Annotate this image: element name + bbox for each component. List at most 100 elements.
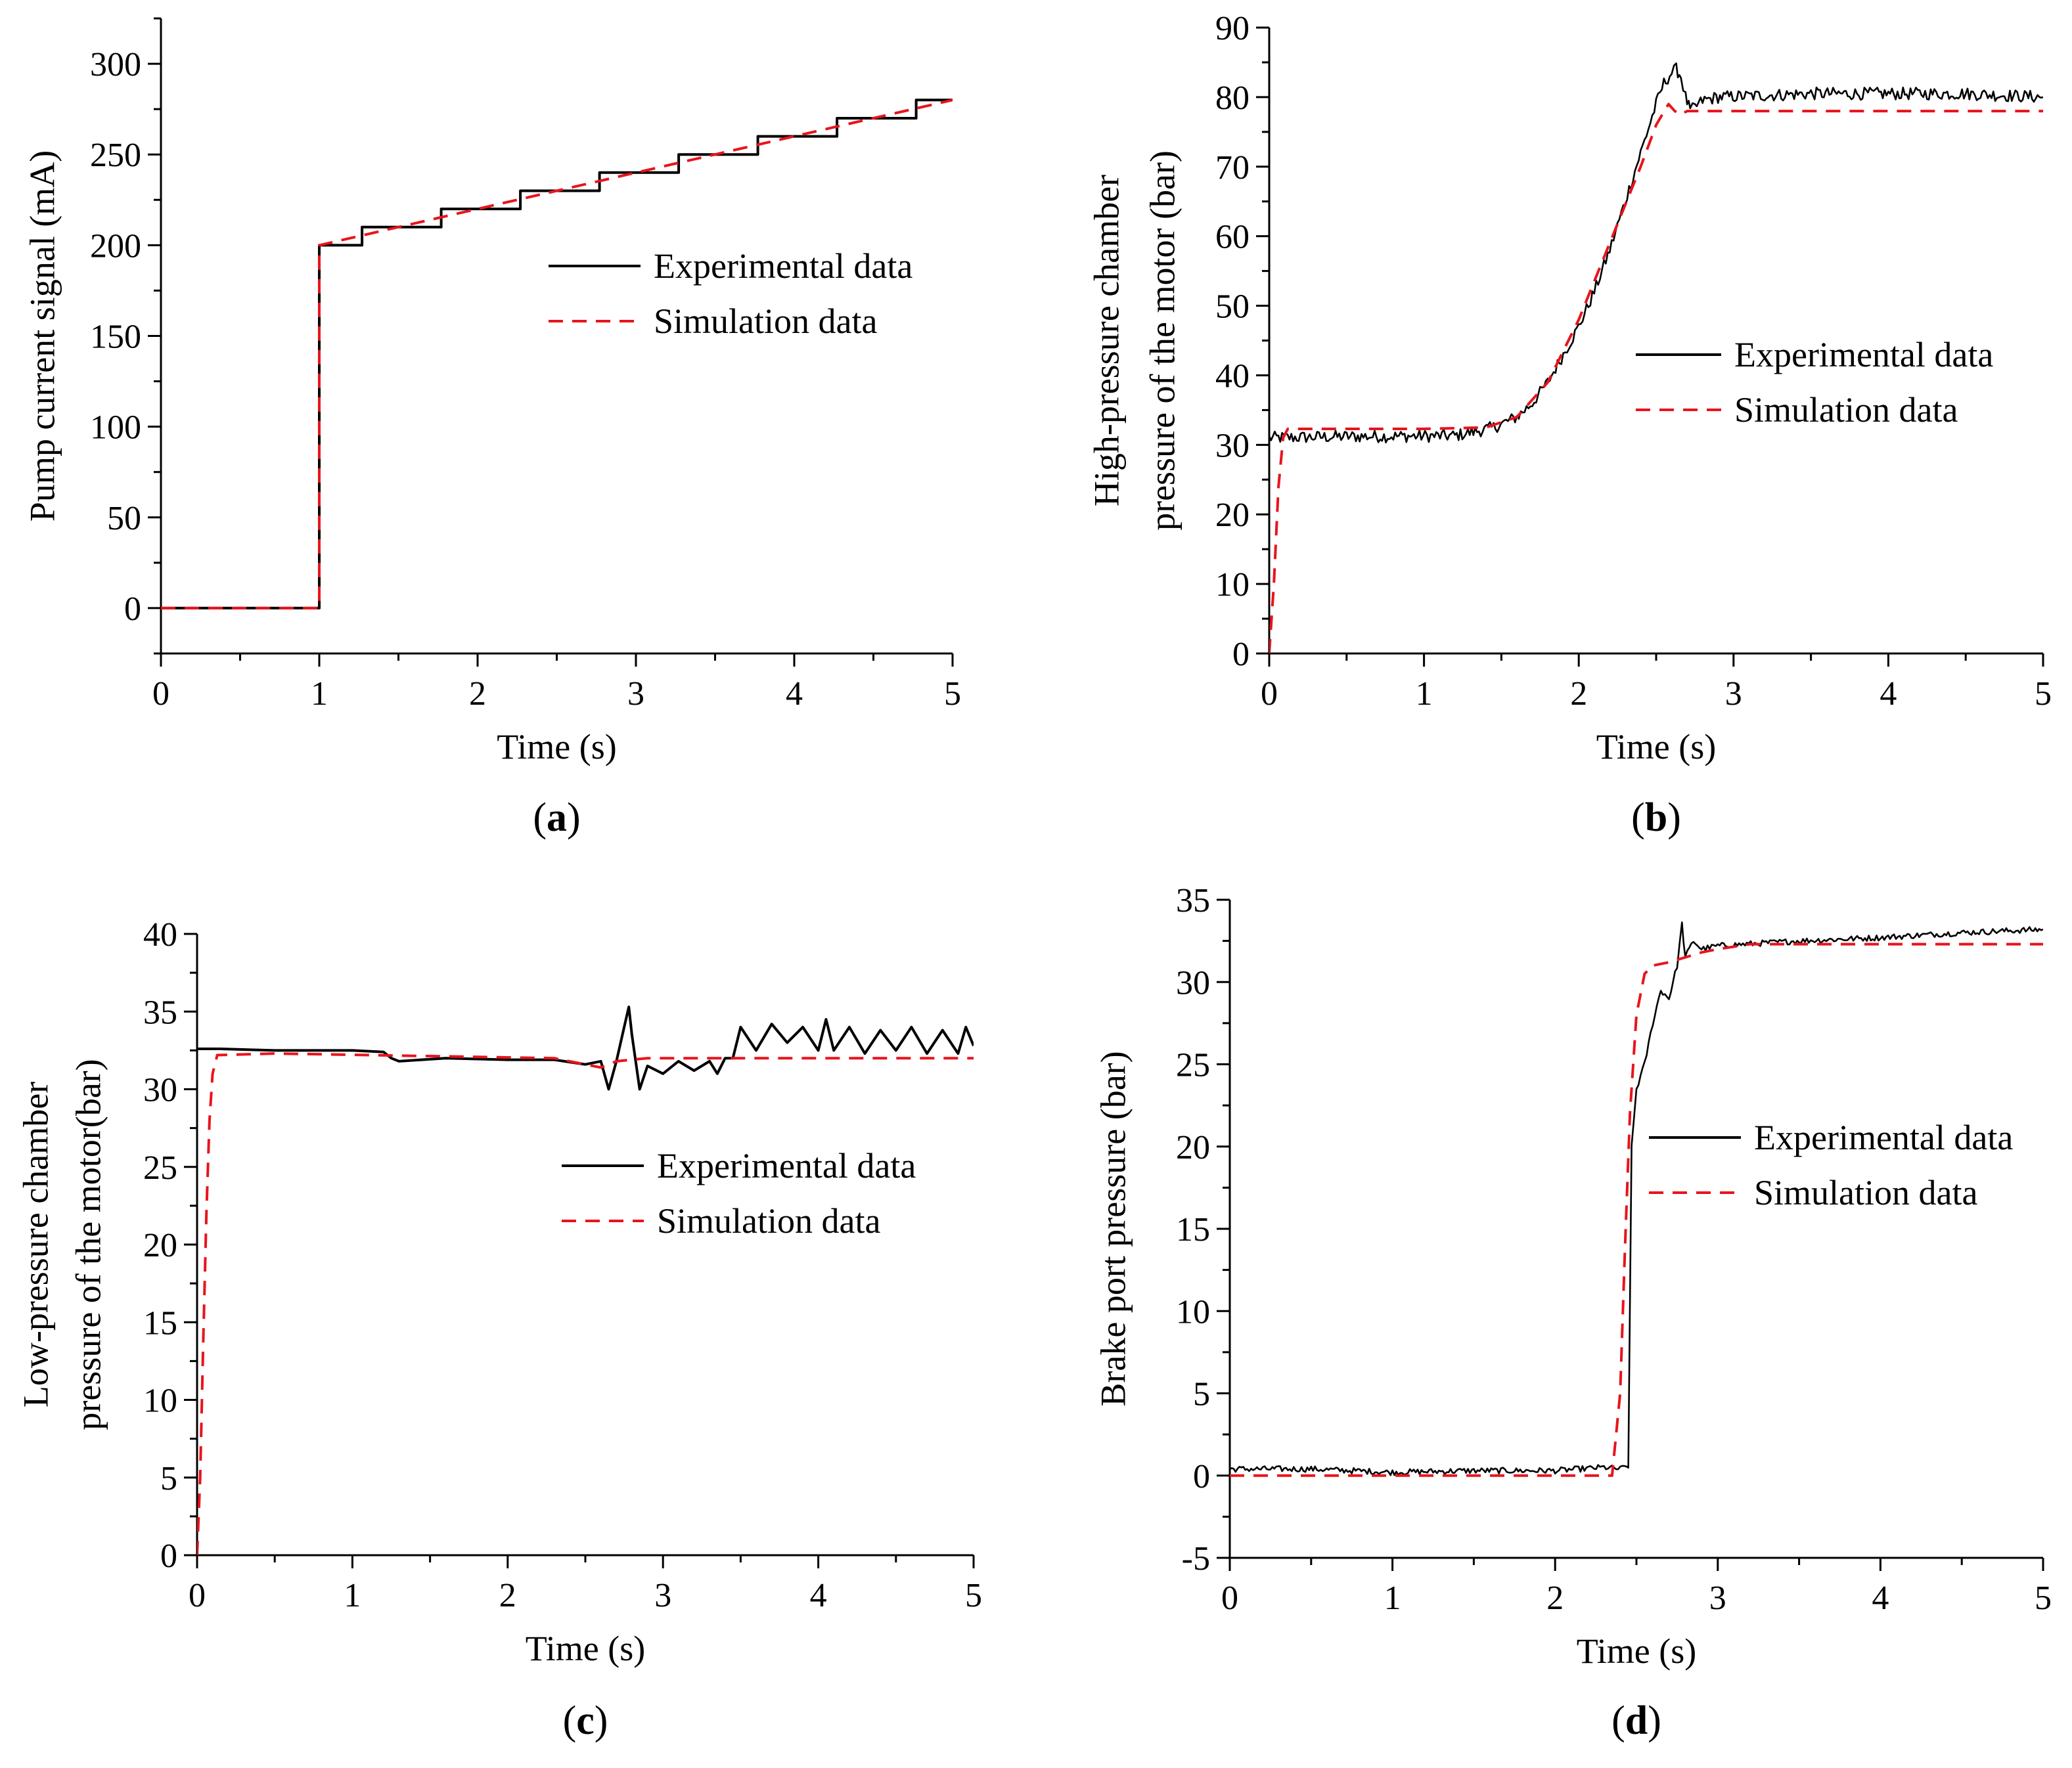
y-tick-label: 100	[90, 409, 141, 447]
x-tick-label: 1	[311, 675, 328, 713]
x-tick-label: 5	[965, 1577, 982, 1614]
y-tick-label: 0	[1232, 636, 1250, 673]
x-tick-label: 0	[152, 675, 169, 713]
y-tick-label: 200	[90, 227, 141, 265]
panel-caption: (c)	[563, 1698, 608, 1743]
caption-letter: a	[547, 795, 567, 840]
legend: Experimental data Simulation data	[562, 1146, 916, 1241]
caption-letter: d	[1625, 1698, 1648, 1743]
experimental-series-line	[197, 1006, 974, 1091]
simulation-series-line	[1269, 102, 2043, 653]
chart-panel-c: 0 1 2 3 4 5 0 5 10 15 20 25 30 35 40 Time (s) Low-pressu…	[16, 916, 982, 1743]
x-tick-label: 0	[1221, 1580, 1238, 1617]
y-tick-label: 150	[90, 319, 141, 356]
y-tick-label: 5	[1193, 1376, 1210, 1413]
x-tick-label: 5	[944, 675, 961, 713]
caption-paren: )	[595, 1698, 608, 1743]
caption-paren: (	[1631, 795, 1645, 840]
y-axis-title: Low-pressure chamber	[16, 1082, 55, 1407]
x-tick-label: 1	[1384, 1580, 1401, 1617]
x-tick-label: 2	[1570, 675, 1587, 713]
legend-label: Simulation data	[1734, 390, 1958, 430]
x-tick-label: 4	[1872, 1580, 1889, 1617]
x-axis-title: Time (s)	[526, 1629, 646, 1668]
y-tick-label: 250	[90, 137, 141, 174]
plot-area	[1230, 921, 2043, 1477]
y-tick-label: 15	[143, 1304, 177, 1342]
legend-label: Experimental data	[1754, 1118, 2013, 1157]
x-tick-label: 2	[1546, 1580, 1564, 1617]
chart-panel-d: 0 1 2 3 4 5 -5 0 5 10 15 20 25 30 35 Time (s) Brake port…	[1093, 882, 2052, 1743]
experimental-series-line	[1269, 62, 2043, 444]
y-tick-label: 30	[1176, 964, 1210, 1002]
legend-label: Experimental data	[657, 1146, 916, 1185]
x-axis-title: Time (s)	[497, 727, 617, 766]
plot-area	[1269, 62, 2043, 653]
y-tick-label: 80	[1215, 79, 1250, 117]
x-tick-label: 3	[1725, 675, 1742, 713]
x-tick-label: 4	[1880, 675, 1897, 713]
y-tick-label: 0	[124, 590, 141, 628]
y-tick-label: 5	[160, 1460, 177, 1497]
simulation-series-line	[197, 1052, 974, 1555]
legend: Experimental data Simulation data	[1649, 1118, 2013, 1212]
y-axis-title: Pump current signal (mA)	[22, 150, 62, 521]
legend-label: Experimental data	[1734, 335, 1993, 374]
caption-paren: (	[563, 1698, 577, 1743]
caption-paren: )	[1667, 795, 1681, 840]
caption-letter: c	[576, 1698, 595, 1743]
x-tick-label: 0	[189, 1577, 206, 1614]
legend: Experimental data Simulation data	[549, 246, 912, 341]
y-tick-label: 30	[1215, 427, 1250, 464]
y-tick-label: 10	[143, 1382, 177, 1420]
caption-paren: (	[1611, 1698, 1625, 1743]
y-axis-title: pressure of the motor (bar)	[1142, 150, 1182, 531]
y-tick-label: 20	[1215, 497, 1250, 534]
y-tick-label: 40	[143, 916, 177, 954]
y-tick-label: 20	[1176, 1129, 1210, 1166]
panel-caption: (d)	[1611, 1698, 1661, 1743]
y-tick-label: 90	[1215, 10, 1250, 47]
x-tick-label: 3	[1709, 1580, 1726, 1617]
x-tick-label: 2	[469, 675, 486, 713]
y-tick-label: 50	[1215, 288, 1250, 326]
y-tick-label: 50	[107, 500, 141, 537]
y-tick-label: 60	[1215, 219, 1250, 256]
legend-label: Simulation data	[654, 301, 877, 341]
x-tick-label: 2	[499, 1577, 516, 1614]
y-tick-label: 0	[1193, 1458, 1210, 1495]
y-tick-label: 35	[1176, 882, 1210, 919]
panel-caption: (b)	[1631, 795, 1681, 840]
panel-caption: (a)	[533, 795, 580, 840]
y-tick-label: 10	[1215, 566, 1250, 604]
caption-paren: )	[567, 795, 581, 840]
x-axis-title: Time (s)	[1577, 1631, 1697, 1671]
x-tick-label: 4	[786, 675, 803, 713]
y-tick-label: 40	[1215, 357, 1250, 395]
y-tick-label: 15	[1176, 1211, 1210, 1249]
legend-label: Experimental data	[654, 246, 912, 286]
y-tick-label: 35	[143, 994, 177, 1031]
x-tick-label: 1	[344, 1577, 361, 1614]
caption-letter: b	[1645, 795, 1667, 840]
plot-area	[161, 99, 953, 609]
x-tick-label: 3	[627, 675, 644, 713]
y-axis-title: pressure of the motor(bar)	[68, 1059, 108, 1430]
x-tick-label: 0	[1261, 675, 1278, 713]
x-axis-title: Time (s)	[1596, 727, 1717, 766]
experimental-series-line	[1230, 921, 2043, 1476]
x-tick-label: 5	[2035, 675, 2052, 713]
y-tick-label: 300	[90, 46, 141, 83]
y-tick-label: 0	[160, 1537, 177, 1575]
y-tick-label: 25	[143, 1149, 177, 1187]
legend-label: Simulation data	[657, 1201, 880, 1241]
x-tick-label: 4	[810, 1577, 827, 1614]
x-tick-label: 3	[654, 1577, 671, 1614]
y-tick-label: -5	[1182, 1540, 1210, 1578]
y-tick-label: 20	[143, 1227, 177, 1264]
caption-paren: (	[533, 795, 547, 840]
